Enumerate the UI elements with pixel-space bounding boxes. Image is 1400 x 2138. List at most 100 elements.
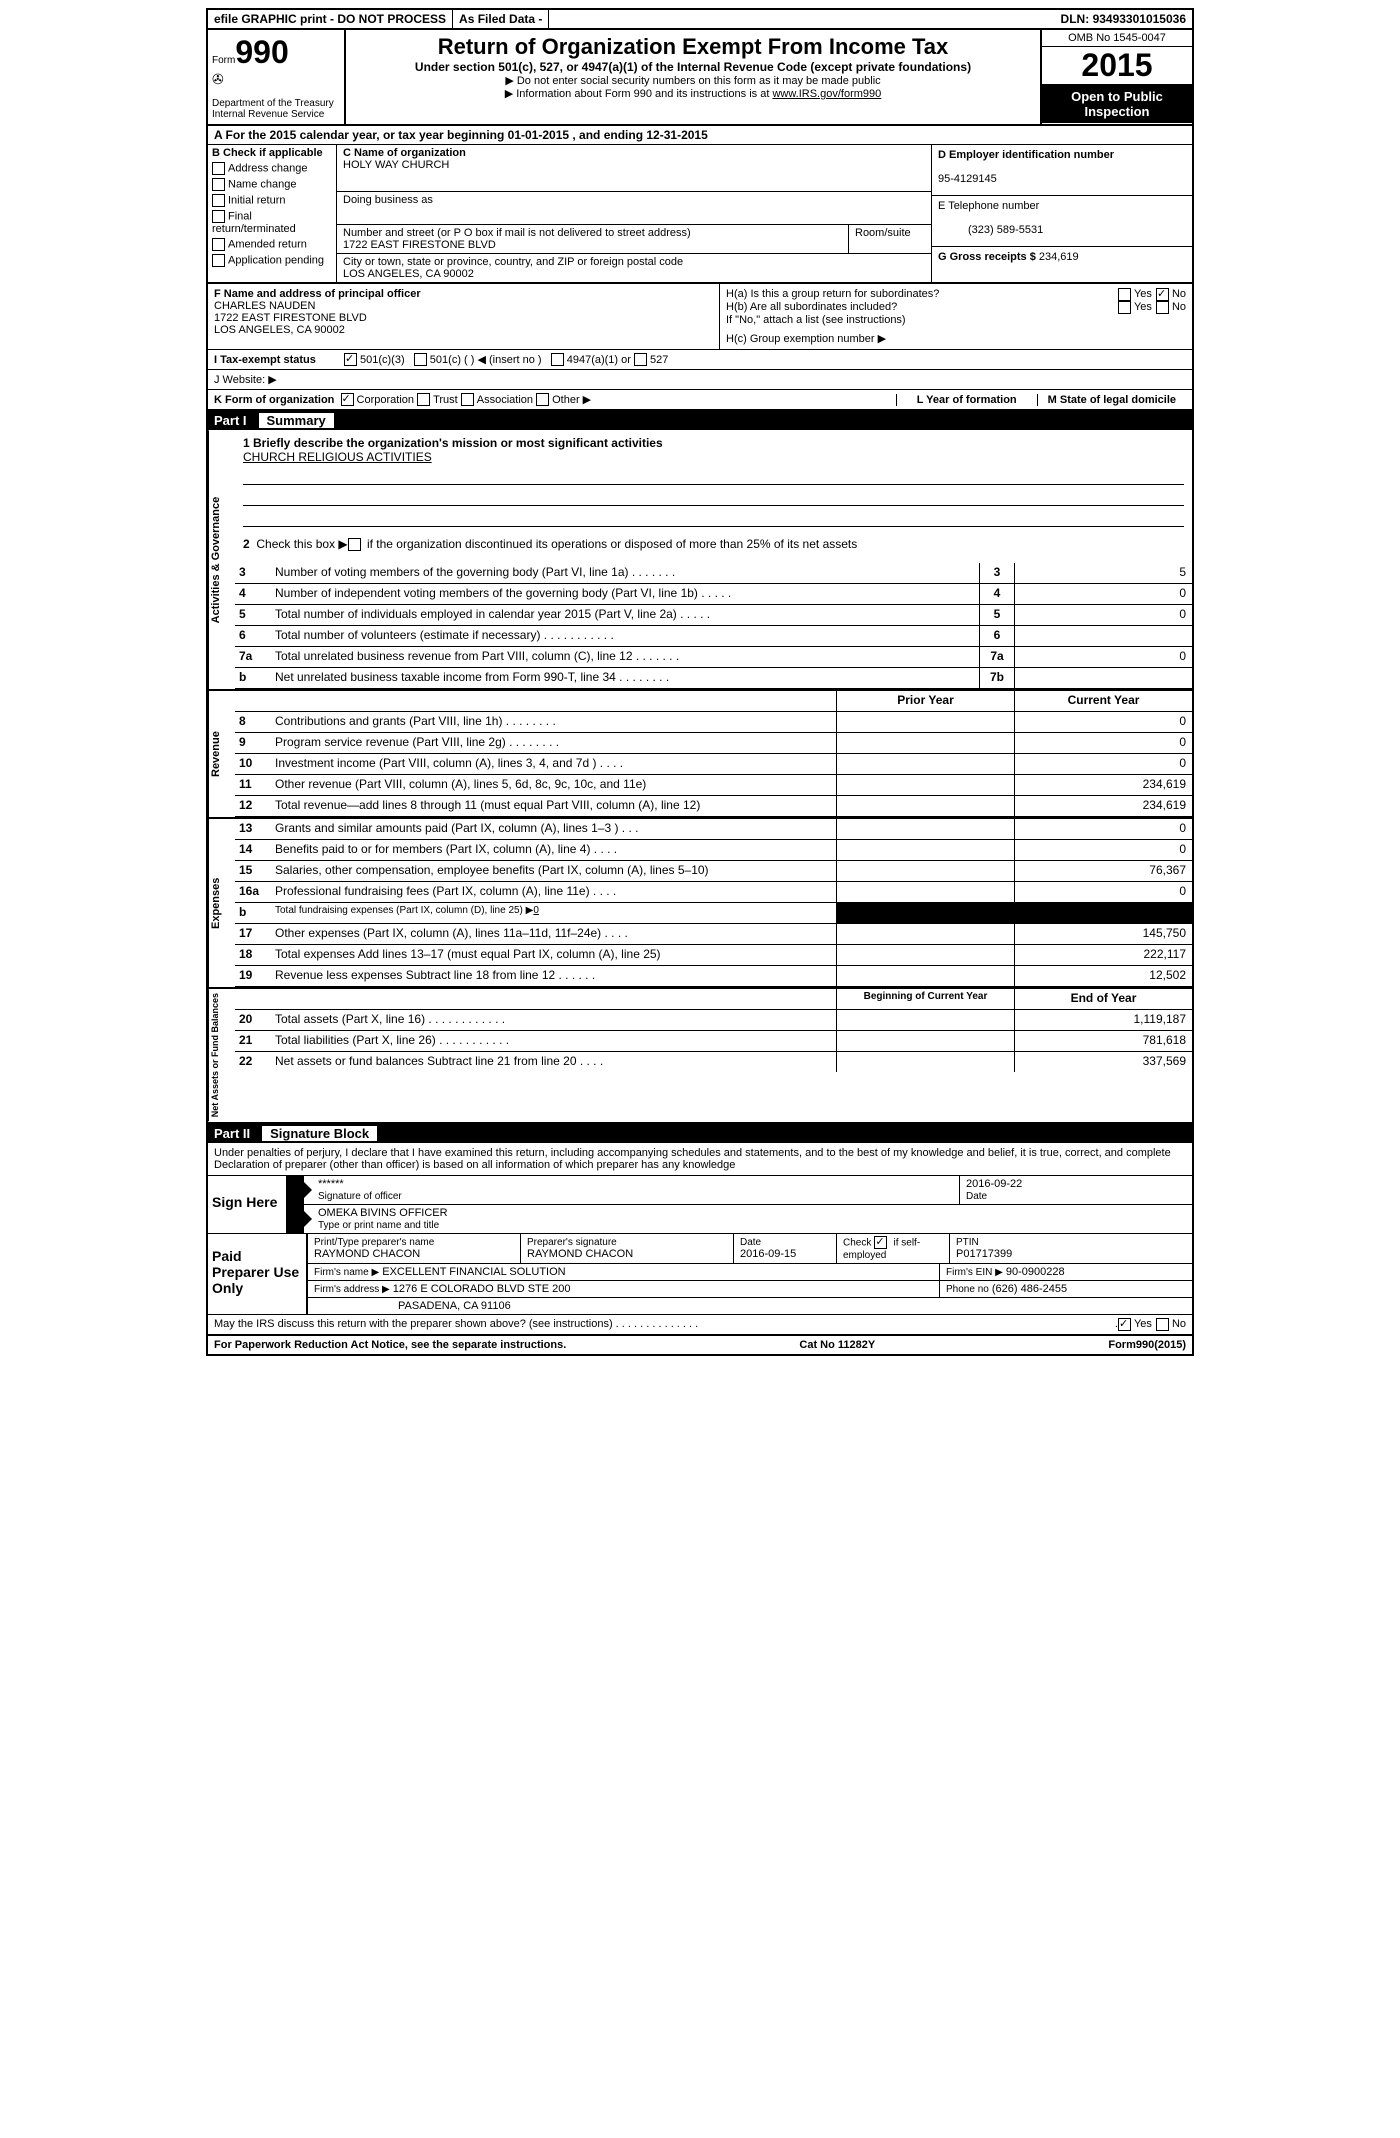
phone-box: E Telephone number (323) 589-5531 [932, 196, 1192, 247]
row-box: 7b [979, 668, 1014, 688]
principal-left: F Name and address of principal officer … [208, 284, 720, 349]
chk-final-return[interactable]: Final return/terminated [212, 210, 332, 235]
principal-name: CHARLES NAUDEN [214, 300, 315, 312]
black-cell [836, 903, 1014, 923]
chk-discontinued[interactable] [348, 538, 361, 551]
row-text: Net assets or fund balances Subtract lin… [271, 1052, 836, 1072]
irs-link[interactable]: www.IRS.gov/form990 [772, 88, 881, 100]
current-value: 0 [1014, 819, 1192, 839]
chk-other[interactable] [536, 393, 549, 406]
h-note: If "No," attach a list (see instructions… [726, 314, 1186, 326]
net-assets-section: Net Assets or Fund Balances Beginning of… [208, 989, 1192, 1123]
end-value: 337,569 [1014, 1052, 1192, 1072]
formorg-label: K Form of organization [214, 394, 334, 406]
chk-self-employed[interactable] [874, 1236, 887, 1249]
chk-501c3[interactable] [344, 353, 357, 366]
gross-value: 234,619 [1039, 251, 1079, 263]
firm-name: EXCELLENT FINANCIAL SOLUTION [382, 1266, 565, 1278]
column-b: B Check if applicable Address change Nam… [208, 145, 337, 282]
chk-pending[interactable]: Application pending [212, 254, 332, 267]
chk-527[interactable] [634, 353, 647, 366]
part-1-header: Part I Summary [208, 411, 1192, 430]
exp-row-13: 13 Grants and similar amounts paid (Part… [235, 819, 1192, 840]
current-value: 0 [1014, 712, 1192, 732]
chk-name-change[interactable]: Name change [212, 178, 332, 191]
chk-trust[interactable] [417, 393, 430, 406]
prior-value [836, 882, 1014, 902]
arrow-icon [288, 1176, 304, 1204]
year-formation-label: L Year of formation [896, 394, 1037, 406]
ha-label: H(a) Is this a group return for subordin… [726, 288, 1118, 301]
row-text: Investment income (Part VIII, column (A)… [271, 754, 836, 774]
row-text: Total liabilities (Part X, line 26) . . … [271, 1031, 836, 1051]
tax-year: 2015 [1042, 47, 1192, 85]
current-value: 0 [1014, 882, 1192, 902]
note-info: ▶ Information about Form 990 and its ins… [354, 87, 1032, 100]
row-box: 3 [979, 563, 1014, 583]
officer-name: OMEKA BIVINS OFFICER [318, 1207, 448, 1219]
current-value: 0 [1014, 840, 1192, 860]
gross-label: G Gross receipts $ [938, 251, 1036, 263]
prior-value [836, 796, 1014, 816]
gov-row-4: 4 Number of independent voting members o… [235, 584, 1192, 605]
row-box: 7a [979, 647, 1014, 667]
part-2-header: Part II Signature Block [208, 1124, 1192, 1143]
discuss-yes[interactable] [1118, 1318, 1131, 1331]
end-value: 781,618 [1014, 1031, 1192, 1051]
exp-row-17: 17 Other expenses (Part IX, column (A), … [235, 924, 1192, 945]
prior-value [836, 840, 1014, 860]
header-row: Form990 ✇ Department of the Treasury Int… [208, 30, 1192, 126]
sign-here-label: Sign Here [208, 1176, 288, 1233]
current-value: 222,117 [1014, 945, 1192, 965]
firm-addr-label: Firm's address ▶ [314, 1284, 390, 1295]
street-label: Number and street (or P O box if mail is… [343, 227, 691, 239]
row-num: 11 [235, 775, 271, 795]
row-box: 6 [979, 626, 1014, 646]
footer-left: For Paperwork Reduction Act Notice, see … [214, 1339, 566, 1351]
current-value: 0 [1014, 754, 1192, 774]
row-text: Salaries, other compensation, employee b… [271, 861, 836, 881]
exp-row-b: b Total fundraising expenses (Part IX, c… [235, 903, 1192, 924]
row-text: Total number of individuals employed in … [271, 605, 979, 625]
current-value: 12,502 [1014, 966, 1192, 986]
row-text: Total expenses Add lines 13–17 (must equ… [271, 945, 836, 965]
ha-no[interactable] [1156, 288, 1169, 301]
chk-assoc[interactable] [461, 393, 474, 406]
row-text: Revenue less expenses Subtract line 18 f… [271, 966, 836, 986]
row-value [1014, 668, 1192, 688]
chk-initial-return[interactable]: Initial return [212, 194, 332, 207]
phone-value: (323) 589-5531 [938, 224, 1043, 236]
na-row-20: 20 Total assets (Part X, line 16) . . . … [235, 1010, 1192, 1031]
section-a-calendar: A For the 2015 calendar year, or tax yea… [208, 126, 1192, 145]
firm-ein-label: Firm's EIN ▶ [946, 1267, 1003, 1278]
state-domicile-label: M State of legal domicile [1037, 394, 1186, 406]
discuss-no[interactable] [1156, 1318, 1169, 1331]
chk-address-change[interactable]: Address change [212, 162, 332, 175]
chk-amended[interactable]: Amended return [212, 238, 332, 251]
sig-redacted: ****** [318, 1178, 344, 1190]
chk-4947[interactable] [551, 353, 564, 366]
hb-no[interactable] [1156, 301, 1169, 314]
firm-phone-label: Phone no [946, 1284, 989, 1295]
ein-value: 95-4129145 [938, 173, 997, 185]
mission-question: 1 Briefly describe the organization's mi… [243, 436, 1184, 450]
row-num: 15 [235, 861, 271, 881]
arrow-icon [288, 1205, 304, 1233]
begin-value [836, 1031, 1014, 1051]
hc-label: H(c) Group exemption number ▶ [726, 332, 1186, 345]
row-text: Total fundraising expenses (Part IX, col… [271, 903, 836, 923]
efile-notice: efile GRAPHIC print - DO NOT PROCESS [208, 10, 453, 28]
exp-row-18: 18 Total expenses Add lines 13–17 (must … [235, 945, 1192, 966]
ha-yes[interactable] [1118, 288, 1131, 301]
discuss-row: May the IRS discuss this return with the… [208, 1315, 1192, 1336]
chk-corp[interactable] [341, 393, 354, 406]
row-num: 3 [235, 563, 271, 583]
tax-status-label: I Tax-exempt status [214, 354, 344, 366]
chk-501c[interactable] [414, 353, 427, 366]
hb-yes[interactable] [1118, 301, 1131, 314]
firm-ein: 90-0900228 [1006, 1266, 1065, 1278]
phone-label: E Telephone number [938, 200, 1039, 212]
row-num: 14 [235, 840, 271, 860]
year-header-row: Prior Year Current Year [235, 691, 1192, 712]
gov-row-b: b Net unrelated business taxable income … [235, 668, 1192, 689]
